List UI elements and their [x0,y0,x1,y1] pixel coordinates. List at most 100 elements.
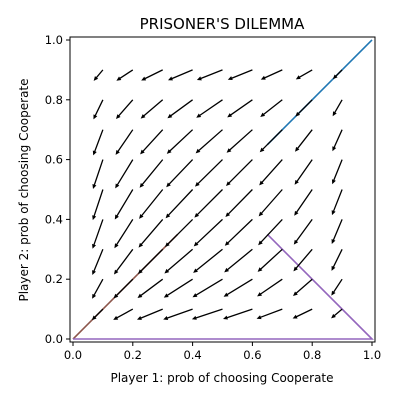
vector-arrow [223,278,253,297]
vector-arrow [113,308,134,320]
vector-arrow [115,129,134,155]
vector-arrow [193,248,223,273]
vector-arrow [293,219,313,245]
vector-arrow [139,159,164,188]
y-tick-label: 0.8 [45,93,63,107]
vector-arrow [332,69,343,80]
vector-arrow [292,308,313,319]
x-tick-label: 0.8 [303,348,321,362]
vector-arrow [164,248,194,274]
vector-arrow [331,308,343,319]
vector-arrow [295,69,313,80]
vector-arrow [226,159,253,186]
vector-arrow [225,189,253,217]
vector-arrow [258,189,283,217]
vector-arrow [226,129,253,153]
vector-arrow [92,189,104,221]
vector-arrow [227,69,253,81]
x-tick-label: 0.6 [243,348,261,362]
vector-arrow [331,249,343,271]
vector-arrow [93,69,104,81]
vector-arrow [168,69,193,81]
vector-arrow [332,99,343,117]
vector-arrow [92,219,104,249]
vector-arrow [115,99,134,119]
vector-arrow [227,99,253,118]
y-tick-label: 0.6 [45,153,63,167]
vector-arrow [191,308,223,320]
vector-arrow [295,99,313,117]
vector-arrow [294,159,313,185]
y-tick-label: 1.0 [45,33,63,47]
y-axis-label: Player 2: prob of choosing Cooperate [17,78,31,301]
y-tick-label: 0.0 [45,332,63,346]
x-tick-label: 0.4 [183,348,201,362]
vector-arrow [331,278,343,296]
vector-arrow [259,129,283,153]
vector-arrow [138,248,164,274]
chart-title: PRISONER'S DILEMMA [140,15,305,33]
y-tick-label: 0.4 [45,212,63,226]
vector-arrow [167,99,193,119]
vector-arrow [92,159,104,189]
vector-arrow [166,159,194,188]
trajectory-line-3 [72,233,374,340]
x-tick-label: 0.2 [124,348,142,362]
vector-arrow [293,248,313,272]
vector-arrow [196,69,223,81]
vector-arrow [258,218,283,246]
vector-arrow [257,248,283,272]
vector-arrow [260,99,283,117]
vector-arrow [141,69,163,81]
vector-arrow [259,159,283,186]
vector-arrow [195,129,223,154]
vector-arrow [163,308,193,320]
vector-arrow [165,218,194,247]
vector-arrow [224,248,253,273]
vector-arrow [195,159,223,187]
y-tick-label: 0.2 [45,272,63,286]
vector-arrow [136,308,163,320]
vector-arrow [293,278,313,297]
vector-arrow [260,69,283,80]
x-axis: 0.0 0.2 0.4 0.6 0.8 1.0 [64,342,381,362]
vector-arrow [115,159,134,189]
vector-arrow [223,308,253,320]
vector-arrow [294,189,313,216]
x-axis-label: Player 1: prob of choosing Cooperate [110,371,333,385]
vector-arrow [91,308,104,321]
vector-arrow [113,248,134,275]
vector-arrow [193,218,223,247]
vector-arrow [163,278,193,298]
vector-arrow [114,219,134,249]
vector-arrow [257,278,283,297]
plot-frame [69,36,376,343]
vector-arrow [196,99,223,118]
vector-field-layer [91,69,343,321]
vector-arrow [140,129,164,155]
x-tick-label: 1.0 [363,348,381,362]
vector-arrow [116,69,134,81]
vector-arrow [140,99,164,119]
vector-arrow [93,99,104,120]
vector-arrow [224,218,253,246]
vector-arrow [165,189,194,219]
y-axis: 0.0 0.2 0.4 0.6 0.8 1.0 [45,33,70,346]
vector-arrow [256,308,283,320]
vector-arrow [139,189,164,219]
vector-arrow [92,278,104,299]
vector-arrow [92,249,104,276]
vector-arrow [331,159,343,185]
vector-arrow [332,129,343,152]
trajectory-line-1 [266,39,373,146]
vector-arrow [331,219,343,244]
vector-arrow [331,189,343,216]
vector-arrow [192,278,223,298]
vector-arrow [138,218,164,248]
vector-arrow [114,189,134,220]
vector-arrow [295,129,313,152]
vector-arrow [166,129,194,154]
